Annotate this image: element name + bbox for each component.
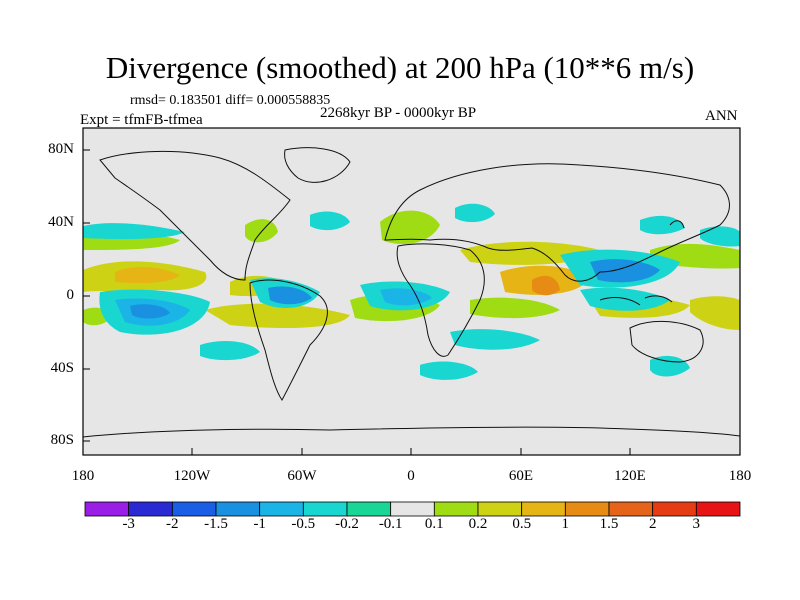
period-label: 2268kyr BP - 0000kyr BP: [320, 105, 477, 121]
colorbar-box: [128, 501, 173, 517]
positive-region: [470, 297, 560, 319]
colorbar-box: [477, 501, 523, 517]
colorbar-label: -0.5: [291, 516, 316, 532]
colorbar-box: [84, 501, 130, 517]
colorbar-box: [259, 501, 304, 517]
colorbar-box: [215, 501, 261, 517]
colorbar-label: -0.1: [378, 516, 403, 532]
colorbar-box: [390, 501, 435, 517]
positive-region: [245, 219, 278, 243]
coast-south-america: [249, 279, 328, 401]
season-label: ANN: [705, 108, 738, 124]
stats-line: rmsd= 0.183501 diff= 0.000558835: [130, 93, 331, 108]
coast-north-america: [99, 150, 291, 281]
positive-region: [690, 296, 740, 330]
negative-region: [420, 361, 478, 380]
colorbar-label: 1: [561, 516, 570, 532]
negative-region: [455, 203, 495, 223]
lon-label-120e: 120E: [614, 468, 646, 484]
colorbar-label: 0.2: [468, 516, 488, 532]
positive-region: [532, 275, 560, 296]
negative-region: [590, 259, 660, 283]
lon-label-60e: 60E: [508, 468, 534, 484]
colorbar-box: [695, 501, 741, 517]
coast-japan: [669, 220, 685, 229]
positive-region: [205, 303, 350, 328]
colorbar-label: 3: [692, 516, 701, 532]
negative-region: [268, 286, 312, 305]
lon-label-60w: 60W: [287, 468, 317, 484]
colorbar-label: -1.5: [204, 516, 228, 532]
divergence-fills: [83, 203, 740, 380]
negative-region: [130, 304, 170, 319]
colorbar-box: [608, 501, 654, 517]
lat-label-0: 0: [66, 287, 75, 303]
coast-europe-asia: [384, 163, 730, 282]
negative-region: [640, 215, 685, 235]
negative-region: [650, 355, 690, 377]
coast-australia: [629, 320, 704, 363]
lat-label-40s: 40S: [50, 360, 74, 376]
axis-ticks: [83, 149, 631, 455]
negative-region: [310, 211, 350, 231]
colorbar-box: [564, 501, 610, 517]
negative-region: [700, 226, 740, 247]
colorbar-label: 1.5: [599, 516, 619, 532]
negative-region: [450, 329, 540, 350]
negative-region: [200, 340, 260, 361]
colorbar-box: [346, 501, 392, 517]
colorbar-box: [433, 501, 479, 517]
lon-label-180e: 180: [728, 468, 752, 484]
lon-label-120w: 120W: [173, 468, 211, 484]
coast-greenland: [284, 147, 351, 183]
positive-region: [115, 266, 180, 284]
coast-africa: [396, 243, 485, 357]
map-title: Divergence (smoothed) at 200 hPa (10**6 …: [105, 50, 695, 85]
lon-label-180w: 180: [71, 468, 95, 484]
lat-label-80n: 80N: [48, 141, 74, 157]
colorbar-label: -2: [166, 516, 179, 532]
colorbar-box: [171, 501, 217, 517]
coast-indonesia: [599, 295, 673, 306]
colorbar-label: -1: [253, 516, 266, 532]
negative-region: [83, 223, 185, 240]
colorbar-box: [521, 501, 566, 517]
colorbar-label: 2: [648, 516, 657, 532]
colorbar: [84, 501, 741, 517]
lat-label-40n: 40N: [48, 214, 74, 230]
colorbar-box: [652, 501, 697, 517]
colorbar-label: 0.1: [424, 516, 444, 532]
coastlines: [82, 147, 741, 438]
coast-antarctica: [82, 426, 741, 438]
colorbar-box: [302, 501, 348, 517]
positive-region: [380, 210, 440, 245]
negative-region: [580, 287, 670, 311]
lat-label-80s: 80S: [50, 432, 74, 448]
colorbar-label: -3: [122, 516, 135, 532]
colorbar-label: 0.5: [512, 516, 532, 532]
lon-label-0: 0: [407, 468, 415, 484]
colorbar-label: -0.2: [335, 516, 359, 532]
experiment-label: Expt = tfmFB-tfmea: [80, 112, 203, 128]
